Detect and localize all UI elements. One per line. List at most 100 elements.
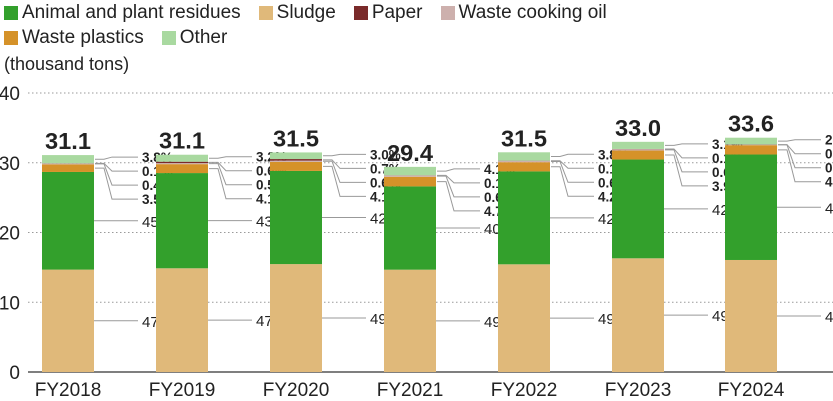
bar-segment-sludge <box>270 264 322 372</box>
bar-segment-waste-cooking-oil <box>612 149 664 151</box>
bar-segment-animal-and-plant-residues <box>156 173 208 269</box>
leader-line <box>95 156 138 160</box>
bar-total-label: 31.1 <box>45 128 91 154</box>
bar-segment-animal-and-plant-residues <box>612 159 664 259</box>
bar-segment-other <box>42 155 94 164</box>
bar-segment-waste-cooking-oil <box>156 163 208 165</box>
bar-segment-waste-cooking-oil <box>384 175 436 177</box>
y-tick-label: 20 <box>0 224 20 245</box>
bar-segment-animal-and-plant-residues <box>498 171 550 265</box>
bar-segment-sludge <box>725 259 777 372</box>
leader-line <box>551 160 594 169</box>
bar-segment-waste-plastics <box>384 176 436 187</box>
legend-row-1: Animal and plant residues Sludge Paper Wast… <box>4 2 625 24</box>
bar-total-label: 31.5 <box>501 125 547 151</box>
leader-line <box>209 161 252 172</box>
tan-swatch <box>258 6 273 20</box>
orange-swatch <box>4 31 18 45</box>
pink-swatch <box>440 6 455 20</box>
bar-segment-sludge <box>42 269 94 372</box>
bar-total-label: 31.1 <box>159 128 205 154</box>
leader-line <box>437 168 480 172</box>
legend-label: Other <box>179 27 228 48</box>
legend-item-paper: Paper <box>353 2 423 24</box>
leader-line <box>665 149 708 173</box>
bar-segment-animal-and-plant-residues <box>270 170 322 265</box>
legend-label: Animal and plant residues <box>22 2 241 23</box>
y-axis-unit-label: (thousand tons) <box>4 54 130 74</box>
bar-total-label: 33.6 <box>728 111 774 137</box>
leader-line <box>551 153 594 157</box>
legend-label: Sludge <box>276 2 336 23</box>
leader-line <box>665 143 708 146</box>
bar-segment-waste-plastics <box>725 145 777 155</box>
legend-item-waste-plastics: Waste plastics <box>4 27 144 49</box>
leader-line <box>665 154 708 187</box>
leader-line <box>323 160 366 183</box>
x-tick-label: FY2020 <box>263 380 330 401</box>
leader-line <box>778 144 821 169</box>
y-tick-label: 40 <box>0 84 20 105</box>
bar-segment-animal-and-plant-residues <box>42 171 94 270</box>
percent-label: 3.0% <box>370 147 401 162</box>
maroon-swatch <box>353 6 368 20</box>
y-tick-label: 30 <box>0 154 20 175</box>
leader-line <box>437 181 480 212</box>
bar-segment-waste-cooking-oil <box>270 160 322 162</box>
bar-segment-animal-and-plant-residues <box>725 154 777 260</box>
legend-label: Waste plastics <box>22 27 144 48</box>
bar-segment-waste-plastics <box>156 164 208 174</box>
x-tick-label: FY2018 <box>35 380 102 401</box>
bar-segment-waste-cooking-oil <box>42 163 94 165</box>
bar-segment-paper <box>270 159 322 161</box>
legend-item-sludge: Sludge <box>258 2 336 24</box>
leader-line <box>551 161 594 183</box>
leader-line <box>209 156 252 159</box>
bar-total-label: 33.0 <box>615 115 661 141</box>
bar-segment-waste-plastics <box>612 150 664 160</box>
percent-label: 2.9% <box>825 133 833 148</box>
bar-segment-other <box>725 137 777 145</box>
bar-segment-other <box>498 152 550 161</box>
light-green-swatch <box>161 31 176 45</box>
percent-label: 45.0% <box>825 200 833 217</box>
bar-segment-paper <box>156 161 208 164</box>
x-tick-label: FY2022 <box>491 380 558 401</box>
x-tick-label: FY2024 <box>718 380 785 401</box>
bar-segment-other <box>384 166 436 176</box>
leader-line <box>209 163 252 186</box>
bar-segment-sludge <box>156 268 208 372</box>
bar-segment-other <box>612 141 664 149</box>
leader-line <box>551 166 594 197</box>
leader-line <box>437 174 480 184</box>
leader-line <box>209 168 252 200</box>
legend-item-other: Other <box>161 27 228 49</box>
percent-label: 4.0% <box>825 175 833 190</box>
bar-segment-sludge <box>498 264 550 372</box>
leader-line <box>323 159 366 169</box>
leader-line <box>95 163 138 186</box>
y-tick-label: 10 <box>0 293 20 314</box>
x-tick-label: FY2019 <box>149 380 216 401</box>
legend-item-waste-cooking-oil: Waste cooking oil <box>440 2 607 24</box>
legend-item-animal-and-plant-residues: Animal and plant residues <box>4 2 241 24</box>
y-tick-label: 0 <box>9 363 20 384</box>
leader-line <box>778 149 821 183</box>
bar-segment-waste-plastics <box>498 162 550 172</box>
leader-line <box>778 139 821 142</box>
bar-segment-sludge <box>384 269 436 372</box>
bar-segment-sludge <box>612 258 664 372</box>
bar-segment-animal-and-plant-residues <box>384 186 436 270</box>
leader-line <box>95 162 138 172</box>
leader-line <box>437 175 480 198</box>
leader-line <box>323 153 366 157</box>
legend-label: Paper <box>371 2 423 23</box>
leader-line <box>323 165 366 197</box>
bar-segment-waste-plastics <box>270 161 322 171</box>
bar-segment-other <box>270 152 322 160</box>
bar-segment-other <box>156 154 208 162</box>
legend-label: Waste cooking oil <box>458 2 607 23</box>
bar-total-label: 29.4 <box>387 140 433 166</box>
x-tick-label: FY2023 <box>605 380 672 401</box>
